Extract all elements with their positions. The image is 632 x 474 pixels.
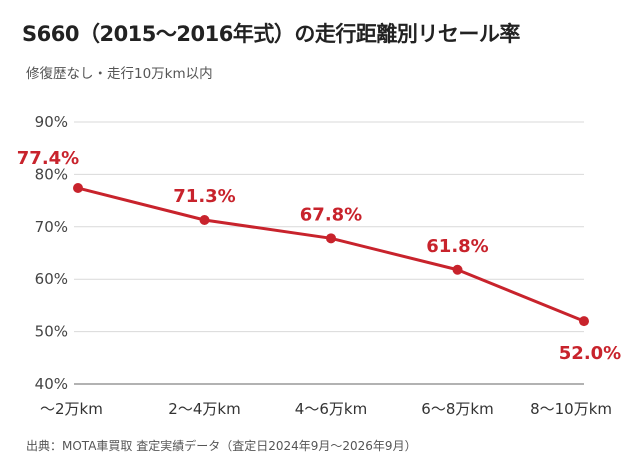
x-tick-label: 〜2万km xyxy=(40,400,103,418)
x-tick-label: 4〜6万km xyxy=(295,400,367,418)
y-tick-label: 90% xyxy=(35,113,68,131)
data-point xyxy=(73,183,83,194)
data-label: 71.3% xyxy=(173,186,235,207)
y-tick-label: 70% xyxy=(35,218,68,236)
y-tick-label: 60% xyxy=(35,270,68,288)
x-axis-ticks: 〜2万km 2〜4万km 4〜6万km 6〜8万km 8〜10万km xyxy=(40,400,612,418)
chart-title: S660（2015〜2016年式）の走行距離別リセール率 xyxy=(22,22,520,46)
data-point xyxy=(199,214,210,225)
data-point xyxy=(326,233,336,244)
x-tick-label: 2〜4万km xyxy=(168,400,240,418)
data-label: 61.8% xyxy=(426,236,488,257)
data-labels: 77.4% 71.3% 67.8% 61.8% 52.0% xyxy=(17,148,621,364)
data-label: 67.8% xyxy=(300,204,362,225)
x-tick-label: 8〜10万km xyxy=(530,400,612,418)
source-note: 出典：MOTA車買取 査定実績データ（査定日2024年9月〜2026年9月） xyxy=(26,439,417,453)
data-point xyxy=(579,316,589,327)
x-tick-label: 6〜8万km xyxy=(421,400,493,418)
y-tick-label: 40% xyxy=(35,375,68,393)
data-label: 77.4% xyxy=(17,148,79,169)
y-tick-label: 80% xyxy=(35,165,68,183)
chart-subtitle: 修復歴なし・走行10万km以内 xyxy=(26,66,213,82)
data-point xyxy=(452,264,463,275)
y-tick-label: 50% xyxy=(35,323,68,341)
series-group xyxy=(73,183,589,327)
y-axis-ticks: 40% 50% 60% 70% 80% 90% xyxy=(35,113,68,393)
grid-lines xyxy=(74,121,584,385)
data-label: 52.0% xyxy=(559,343,621,364)
